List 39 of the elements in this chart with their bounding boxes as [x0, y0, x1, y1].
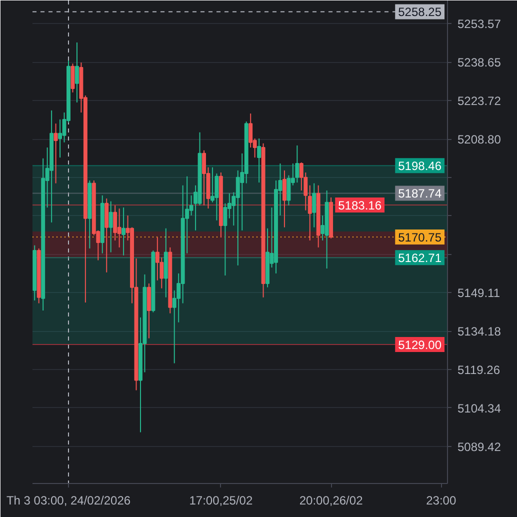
candlestick	[282, 170, 286, 228]
candlestick	[202, 150, 206, 206]
ref-line-label: 5198.46	[398, 159, 442, 174]
x-tick-label: 20:00,26/02	[299, 494, 364, 508]
candlestick	[117, 208, 122, 248]
x-tick-label: Th 3 03:00, 24/02/2026	[6, 494, 131, 508]
y-tick-label: 5089.42	[458, 440, 502, 454]
candlestick	[58, 118, 62, 158]
ref-line-label: 5129.00	[398, 338, 442, 352]
candlestick	[122, 207, 126, 256]
candlestick	[308, 184, 312, 241]
ref-line-label: 5258.25	[398, 5, 442, 20]
y-tick-label: 5223.72	[458, 94, 502, 108]
y-tick-label: 5208.80	[458, 132, 502, 147]
candlestick	[74, 42, 79, 103]
candlestick	[54, 123, 58, 184]
ref-line-label: 5162.71	[398, 251, 442, 266]
ref-line-label: 5170.75	[398, 230, 442, 244]
ref-line-label: 5183.16	[338, 198, 382, 213]
candlestick	[248, 113, 253, 148]
candlestick	[108, 200, 113, 253]
candlestick	[113, 204, 118, 241]
y-tick-label: 5134.18	[458, 324, 502, 339]
candlestick	[286, 174, 291, 206]
ref-line-label: 5187.74	[398, 186, 442, 201]
candlestick	[104, 198, 109, 273]
x-tick-label: 17:00,25/02	[189, 494, 253, 508]
candlestick	[312, 182, 316, 228]
candlestick	[146, 282, 151, 339]
candlestick	[70, 63, 75, 93]
y-tick-label: 5253.57	[458, 17, 502, 32]
y-tick-label: 5149.11	[458, 286, 500, 300]
y-tick-label: 5119.26	[458, 363, 500, 378]
y-tick-label: 5104.34	[458, 401, 502, 416]
y-tick-label: 5238.65	[458, 56, 502, 70]
candlestick	[257, 138, 262, 184]
candlestick	[223, 202, 228, 276]
x-tick-label: 23:00	[426, 494, 456, 508]
candlestick	[295, 144, 300, 184]
